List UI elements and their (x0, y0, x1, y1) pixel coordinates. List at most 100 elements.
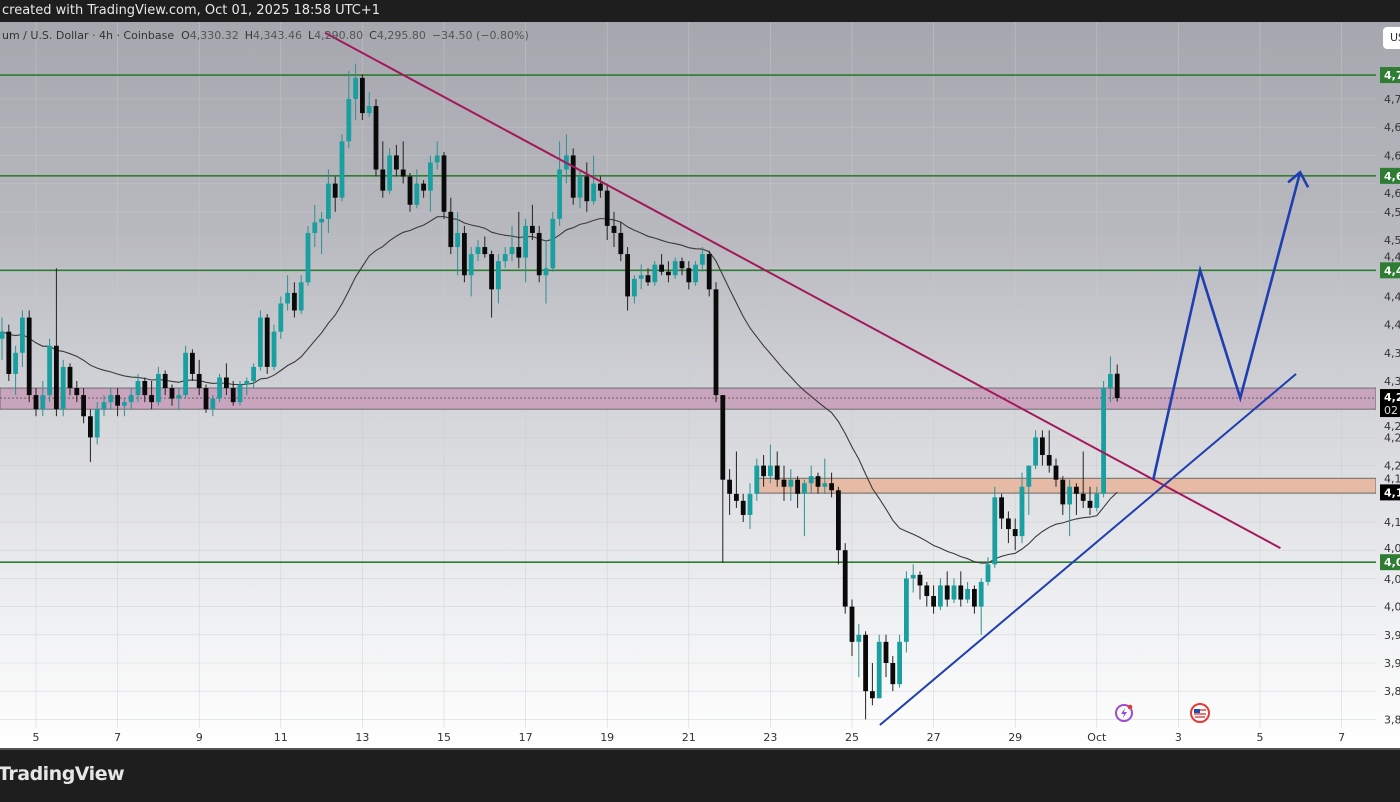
candle (400, 141, 406, 184)
candle (407, 173, 413, 212)
lightning-event-icon[interactable] (1115, 704, 1133, 722)
candle (557, 141, 562, 226)
price-tick-label: 3,960.00 (1384, 629, 1400, 642)
candle (904, 571, 909, 653)
candle (448, 197, 454, 255)
candle-body (230, 388, 236, 403)
candle (876, 634, 882, 699)
candle-body (122, 402, 127, 406)
currency-button[interactable]: USD (1383, 27, 1400, 49)
time-tick-label: 15 (437, 731, 451, 744)
descending-resistance-trendline (324, 31, 1281, 549)
candle (468, 247, 474, 297)
candle (849, 599, 855, 656)
candle-body (1026, 465, 1032, 487)
projection-path (1151, 171, 1302, 480)
drawings[interactable] (324, 31, 1310, 726)
candle (414, 169, 420, 209)
candle (122, 398, 127, 417)
candle (1094, 486, 1100, 512)
candle (781, 465, 787, 501)
candle (373, 99, 379, 177)
candle (210, 395, 216, 417)
candle (264, 314, 270, 374)
price-axis[interactable]: 3,840.00 3,880.00 3,920.00 3,960.00 4,000.00… (1380, 67, 1400, 726)
footer-bar: TradingView (0, 748, 1400, 802)
time-tick-label: 17 (519, 731, 533, 744)
candle-body (1019, 486, 1025, 537)
candle-body (768, 465, 773, 477)
candle (1087, 486, 1093, 515)
candle (584, 162, 590, 212)
price-tick-label: 4,440.00 (1384, 290, 1400, 303)
candle (679, 257, 685, 276)
candle-body (1006, 518, 1011, 530)
candle (74, 381, 80, 403)
candle-body (754, 465, 760, 494)
candle-body (101, 402, 107, 410)
candle-body (931, 596, 936, 607)
candle-body (407, 176, 413, 205)
candle-body (693, 264, 698, 283)
candle (380, 141, 386, 198)
candle-body (1074, 486, 1079, 494)
candle-body (598, 183, 603, 191)
time-axis[interactable]: 5 7 9 11 13 15 17 19 21 23 25 27 29 Oct 3 5 7 (33, 731, 1346, 744)
candle (632, 275, 637, 304)
candle (1006, 511, 1011, 544)
candle-body (883, 641, 889, 663)
candle-body (1080, 493, 1086, 501)
candle-body (999, 497, 1004, 519)
candle-body (305, 232, 311, 283)
arrowhead-icon (1287, 170, 1310, 188)
candle (672, 257, 678, 279)
level-price-tag (1380, 262, 1400, 279)
candle (693, 261, 698, 286)
candle-body (1060, 479, 1066, 505)
us-flag-icon[interactable] (1190, 703, 1210, 723)
candle-body (258, 317, 263, 367)
candle (965, 581, 970, 604)
candle (366, 91, 372, 117)
tradingview-logo[interactable]: TradingView (0, 763, 125, 785)
candle-body (536, 232, 542, 276)
candle-body (822, 483, 828, 487)
candle (108, 388, 114, 410)
candle-body (917, 574, 923, 586)
candle-body (33, 395, 39, 410)
price-tick-label: 4,360.00 (1384, 347, 1400, 360)
candle (1012, 518, 1018, 551)
candle-body (815, 476, 821, 487)
candle (543, 240, 549, 304)
price-tick-label: 4,320.00 (1384, 375, 1400, 388)
candle-body (441, 155, 447, 212)
candle-body (108, 395, 114, 403)
candle (795, 476, 800, 508)
candle-body (904, 578, 909, 642)
price-tick-label: 4,520.00 (1384, 234, 1400, 247)
candle-body (632, 278, 637, 297)
candle-body (67, 366, 73, 389)
candle (230, 381, 236, 406)
time-tick-label: 27 (927, 731, 941, 744)
candle-body (13, 352, 18, 374)
candle-body (530, 225, 535, 233)
candle-body (645, 275, 651, 283)
candle (992, 486, 998, 568)
candle (224, 363, 229, 396)
candle-body (237, 384, 243, 403)
candle (353, 63, 358, 121)
candle-body (802, 483, 807, 494)
candle-body (1087, 500, 1093, 508)
candle-body (706, 254, 712, 290)
event-markers[interactable] (1115, 703, 1210, 723)
symbol-name[interactable]: um / U.S. Dollar · 4h · Coinbase (2, 29, 175, 42)
candle (502, 247, 508, 269)
candle-body (727, 479, 732, 494)
candle (339, 134, 345, 202)
candle-body (292, 292, 297, 311)
candle (0, 317, 5, 360)
candle-body (421, 183, 426, 191)
candle-body (1114, 373, 1120, 399)
